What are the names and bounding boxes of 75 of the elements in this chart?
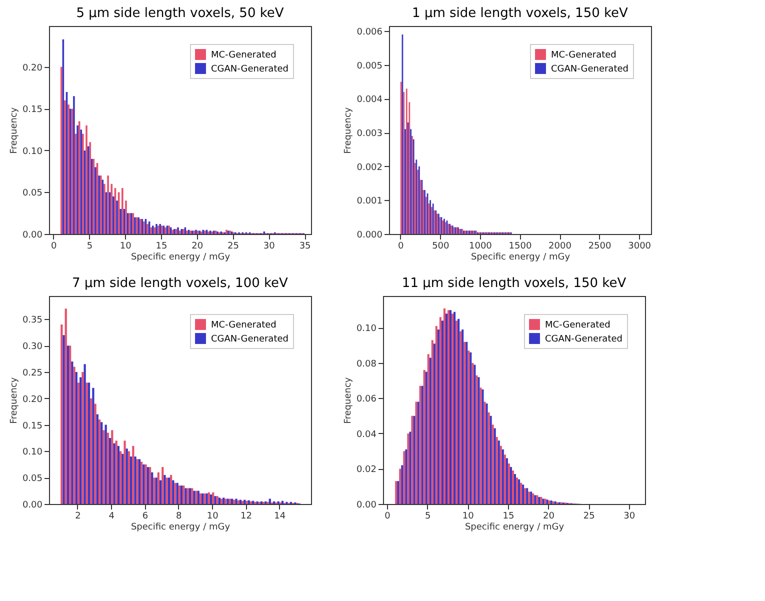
y-tick-label: 0.002 xyxy=(356,162,382,173)
x-tick-label: 15 xyxy=(502,512,514,522)
legend-label: CGAN-Generated xyxy=(545,334,622,344)
y-tick-label: 0.30 xyxy=(22,342,43,352)
x-axis-title: Specific energy / mGy xyxy=(130,252,231,262)
x-tick-label: 10 xyxy=(206,512,219,522)
y-tick-label: 0.000 xyxy=(356,230,383,240)
x-tick-label: 14 xyxy=(274,512,286,522)
x-tick-label: 12 xyxy=(240,512,252,522)
y-tick-label: 0.10 xyxy=(22,146,43,157)
x-tick-label: 8 xyxy=(176,512,182,522)
x-tick-label: 6 xyxy=(142,512,148,522)
legend-label: MC-Generated xyxy=(211,320,276,330)
x-tick-label: 20 xyxy=(543,512,555,522)
y-tick-label: 0.001 xyxy=(356,196,382,207)
chart-title: 11 µm side length voxels, 150 keV xyxy=(402,276,626,291)
x-tick-label: 3000 xyxy=(628,242,652,252)
x-tick-label: 5 xyxy=(424,512,431,522)
y-tick-label: 0.20 xyxy=(22,394,43,405)
x-axis-title: Specific energy / mGy xyxy=(470,252,571,262)
y-tick-label: 0.15 xyxy=(22,421,42,432)
y-tick-label: 0.003 xyxy=(356,129,382,140)
y-tick-label: 0.05 xyxy=(22,474,42,484)
y-tick-label: 0.00 xyxy=(22,500,43,510)
y-tick-label: 0.006 xyxy=(356,28,383,38)
x-tick-label: 1000 xyxy=(468,242,492,252)
y-tick-label: 0.005 xyxy=(356,61,382,72)
y-tick-label: 0.10 xyxy=(22,448,43,458)
y-tick-label: 0.00 xyxy=(22,230,43,240)
y-tick-label: 0.15 xyxy=(22,105,42,116)
x-tick-label: 4 xyxy=(108,512,115,522)
x-tick-label: 25 xyxy=(228,242,239,252)
x-axis-title: Specific energy / mGy xyxy=(130,522,231,532)
y-tick-label: 0.05 xyxy=(22,188,42,199)
y-tick-label: 0.004 xyxy=(356,95,383,106)
y-axis-title: Frequency xyxy=(343,376,354,424)
x-tick-label: 5 xyxy=(86,242,93,252)
y-tick-label: 0.25 xyxy=(22,368,42,379)
y-tick-label: 0.04 xyxy=(356,430,377,440)
y-tick-label: 0.35 xyxy=(22,316,42,326)
chart-title: 5 µm side length voxels, 50 keV xyxy=(76,6,284,21)
chart-title: 7 µm side length voxels, 100 keV xyxy=(72,276,288,291)
y-axis-title: Frequency xyxy=(9,376,20,424)
legend-label: MC-Generated xyxy=(211,50,276,60)
x-tick-label: 10 xyxy=(462,512,474,522)
y-tick-label: 0.10 xyxy=(356,324,377,334)
y-tick-label: 0.20 xyxy=(22,63,43,74)
x-tick-label: 0 xyxy=(50,242,57,252)
x-tick-label: 1500 xyxy=(508,242,532,252)
x-tick-label: 2 xyxy=(75,512,81,522)
x-tick-label: 35 xyxy=(299,242,311,252)
legend-label: CGAN-Generated xyxy=(211,334,288,344)
y-tick-label: 0.00 xyxy=(356,500,377,510)
x-tick-label: 0 xyxy=(398,242,404,252)
x-tick-label: 30 xyxy=(263,242,276,252)
y-tick-label: 0.02 xyxy=(356,465,376,476)
x-tick-label: 500 xyxy=(432,242,450,252)
y-tick-label: 0.08 xyxy=(356,359,377,370)
chart-title: 1 µm side length voxels, 150 keV xyxy=(412,6,628,21)
legend-label: CGAN-Generated xyxy=(551,64,628,74)
legend-label: CGAN-Generated xyxy=(211,64,288,74)
x-axis-title: Specific energy / mGy xyxy=(464,522,565,532)
y-axis-title: Frequency xyxy=(9,106,20,154)
y-axis-title: Frequency xyxy=(344,106,354,154)
x-tick-label: 2000 xyxy=(548,242,572,252)
legend-label: MC-Generated xyxy=(551,50,616,60)
x-tick-label: 30 xyxy=(624,512,636,522)
y-tick-label: 0.06 xyxy=(356,394,377,405)
x-tick-label: 20 xyxy=(192,242,204,252)
x-tick-label: 2500 xyxy=(588,242,612,252)
x-tick-label: 25 xyxy=(583,512,595,522)
legend-label: MC-Generated xyxy=(545,320,610,330)
x-tick-label: 15 xyxy=(156,242,168,252)
x-tick-label: 0 xyxy=(384,512,391,522)
x-tick-label: 10 xyxy=(120,242,132,252)
